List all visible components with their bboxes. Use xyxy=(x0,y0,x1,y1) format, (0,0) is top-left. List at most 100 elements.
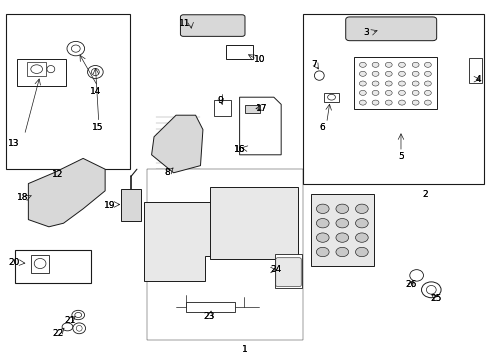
Text: 12: 12 xyxy=(52,170,63,179)
Ellipse shape xyxy=(424,90,430,95)
Text: 7: 7 xyxy=(311,60,317,69)
Ellipse shape xyxy=(359,81,366,86)
Ellipse shape xyxy=(411,71,418,76)
Text: 10: 10 xyxy=(254,55,265,64)
Ellipse shape xyxy=(398,90,405,95)
Ellipse shape xyxy=(355,219,367,228)
Ellipse shape xyxy=(371,90,378,95)
Ellipse shape xyxy=(335,204,348,213)
Text: 18: 18 xyxy=(17,194,28,202)
Bar xyxy=(303,14,483,184)
Ellipse shape xyxy=(91,68,99,76)
Ellipse shape xyxy=(34,258,46,269)
Ellipse shape xyxy=(327,94,335,100)
Text: 25: 25 xyxy=(429,294,441,303)
FancyBboxPatch shape xyxy=(275,258,301,287)
Ellipse shape xyxy=(73,323,85,334)
Ellipse shape xyxy=(355,233,367,242)
Ellipse shape xyxy=(371,81,378,86)
Text: 12: 12 xyxy=(52,170,63,179)
Text: 21: 21 xyxy=(64,316,76,325)
Ellipse shape xyxy=(316,219,328,228)
Text: 18: 18 xyxy=(17,194,28,202)
Text: 24: 24 xyxy=(270,266,282,274)
Ellipse shape xyxy=(316,247,328,257)
Ellipse shape xyxy=(355,247,367,257)
Ellipse shape xyxy=(385,71,391,76)
Text: 20: 20 xyxy=(8,258,20,267)
Ellipse shape xyxy=(335,247,348,257)
Ellipse shape xyxy=(71,45,80,52)
Text: 15: 15 xyxy=(92,123,103,132)
Ellipse shape xyxy=(359,90,366,95)
Ellipse shape xyxy=(314,71,324,80)
Bar xyxy=(185,302,234,312)
Ellipse shape xyxy=(385,90,391,95)
Ellipse shape xyxy=(87,66,103,78)
Polygon shape xyxy=(468,58,481,83)
Bar xyxy=(132,14,483,346)
Text: 9: 9 xyxy=(217,96,223,105)
Ellipse shape xyxy=(385,100,391,105)
Bar xyxy=(214,100,231,116)
Bar xyxy=(121,189,141,221)
Ellipse shape xyxy=(371,62,378,67)
Polygon shape xyxy=(146,169,303,340)
Text: 19: 19 xyxy=(104,201,116,210)
Ellipse shape xyxy=(47,66,55,73)
Ellipse shape xyxy=(75,312,81,318)
Bar xyxy=(210,187,298,259)
Bar xyxy=(324,93,338,102)
Text: 16: 16 xyxy=(233,145,245,154)
Text: 24: 24 xyxy=(270,266,282,274)
Ellipse shape xyxy=(411,62,418,67)
Text: 2: 2 xyxy=(422,190,427,199)
Polygon shape xyxy=(151,115,203,173)
Ellipse shape xyxy=(411,100,418,105)
Ellipse shape xyxy=(359,62,366,67)
Ellipse shape xyxy=(398,62,405,67)
Ellipse shape xyxy=(316,233,328,242)
Text: 16: 16 xyxy=(233,145,245,154)
Ellipse shape xyxy=(424,71,430,76)
Text: 7: 7 xyxy=(311,60,317,69)
Text: 10: 10 xyxy=(254,55,265,64)
Text: 1: 1 xyxy=(241,345,247,354)
Ellipse shape xyxy=(385,62,391,67)
Text: 13: 13 xyxy=(8,139,20,148)
Ellipse shape xyxy=(72,310,84,320)
Text: 17: 17 xyxy=(255,104,267,112)
Ellipse shape xyxy=(424,62,430,67)
Ellipse shape xyxy=(409,270,423,281)
Bar xyxy=(310,194,373,266)
Text: 22: 22 xyxy=(52,328,63,338)
Ellipse shape xyxy=(398,71,405,76)
Ellipse shape xyxy=(355,204,367,213)
Text: 20: 20 xyxy=(8,258,20,267)
Bar xyxy=(225,45,253,59)
Text: 1: 1 xyxy=(241,345,247,354)
Ellipse shape xyxy=(371,100,378,105)
Ellipse shape xyxy=(316,204,328,213)
Text: 11: 11 xyxy=(179,19,190,28)
Bar xyxy=(353,57,436,109)
Bar xyxy=(274,253,302,288)
Bar xyxy=(17,58,66,85)
Ellipse shape xyxy=(411,90,418,95)
Ellipse shape xyxy=(335,233,348,242)
Ellipse shape xyxy=(385,81,391,86)
Text: 3: 3 xyxy=(362,28,368,37)
Text: 26: 26 xyxy=(404,280,416,289)
Text: 13: 13 xyxy=(8,139,20,148)
Ellipse shape xyxy=(62,323,73,331)
Ellipse shape xyxy=(359,71,366,76)
Text: 8: 8 xyxy=(164,168,170,177)
Ellipse shape xyxy=(371,71,378,76)
Text: 15: 15 xyxy=(92,123,103,132)
Bar xyxy=(15,250,91,283)
Text: 4: 4 xyxy=(474,75,480,84)
Ellipse shape xyxy=(398,81,405,86)
Ellipse shape xyxy=(335,219,348,228)
Bar xyxy=(31,255,49,273)
FancyBboxPatch shape xyxy=(180,15,244,36)
